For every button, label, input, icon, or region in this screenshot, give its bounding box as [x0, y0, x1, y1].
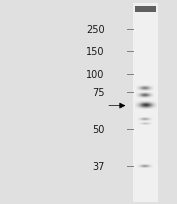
Bar: [133, 4, 158, 202]
Text: 37: 37: [92, 161, 104, 171]
Text: 75: 75: [92, 88, 104, 98]
Text: 50: 50: [92, 125, 104, 134]
Text: 250: 250: [86, 25, 104, 34]
Bar: [135, 7, 156, 13]
Text: 150: 150: [86, 47, 104, 57]
Text: 100: 100: [86, 70, 104, 79]
